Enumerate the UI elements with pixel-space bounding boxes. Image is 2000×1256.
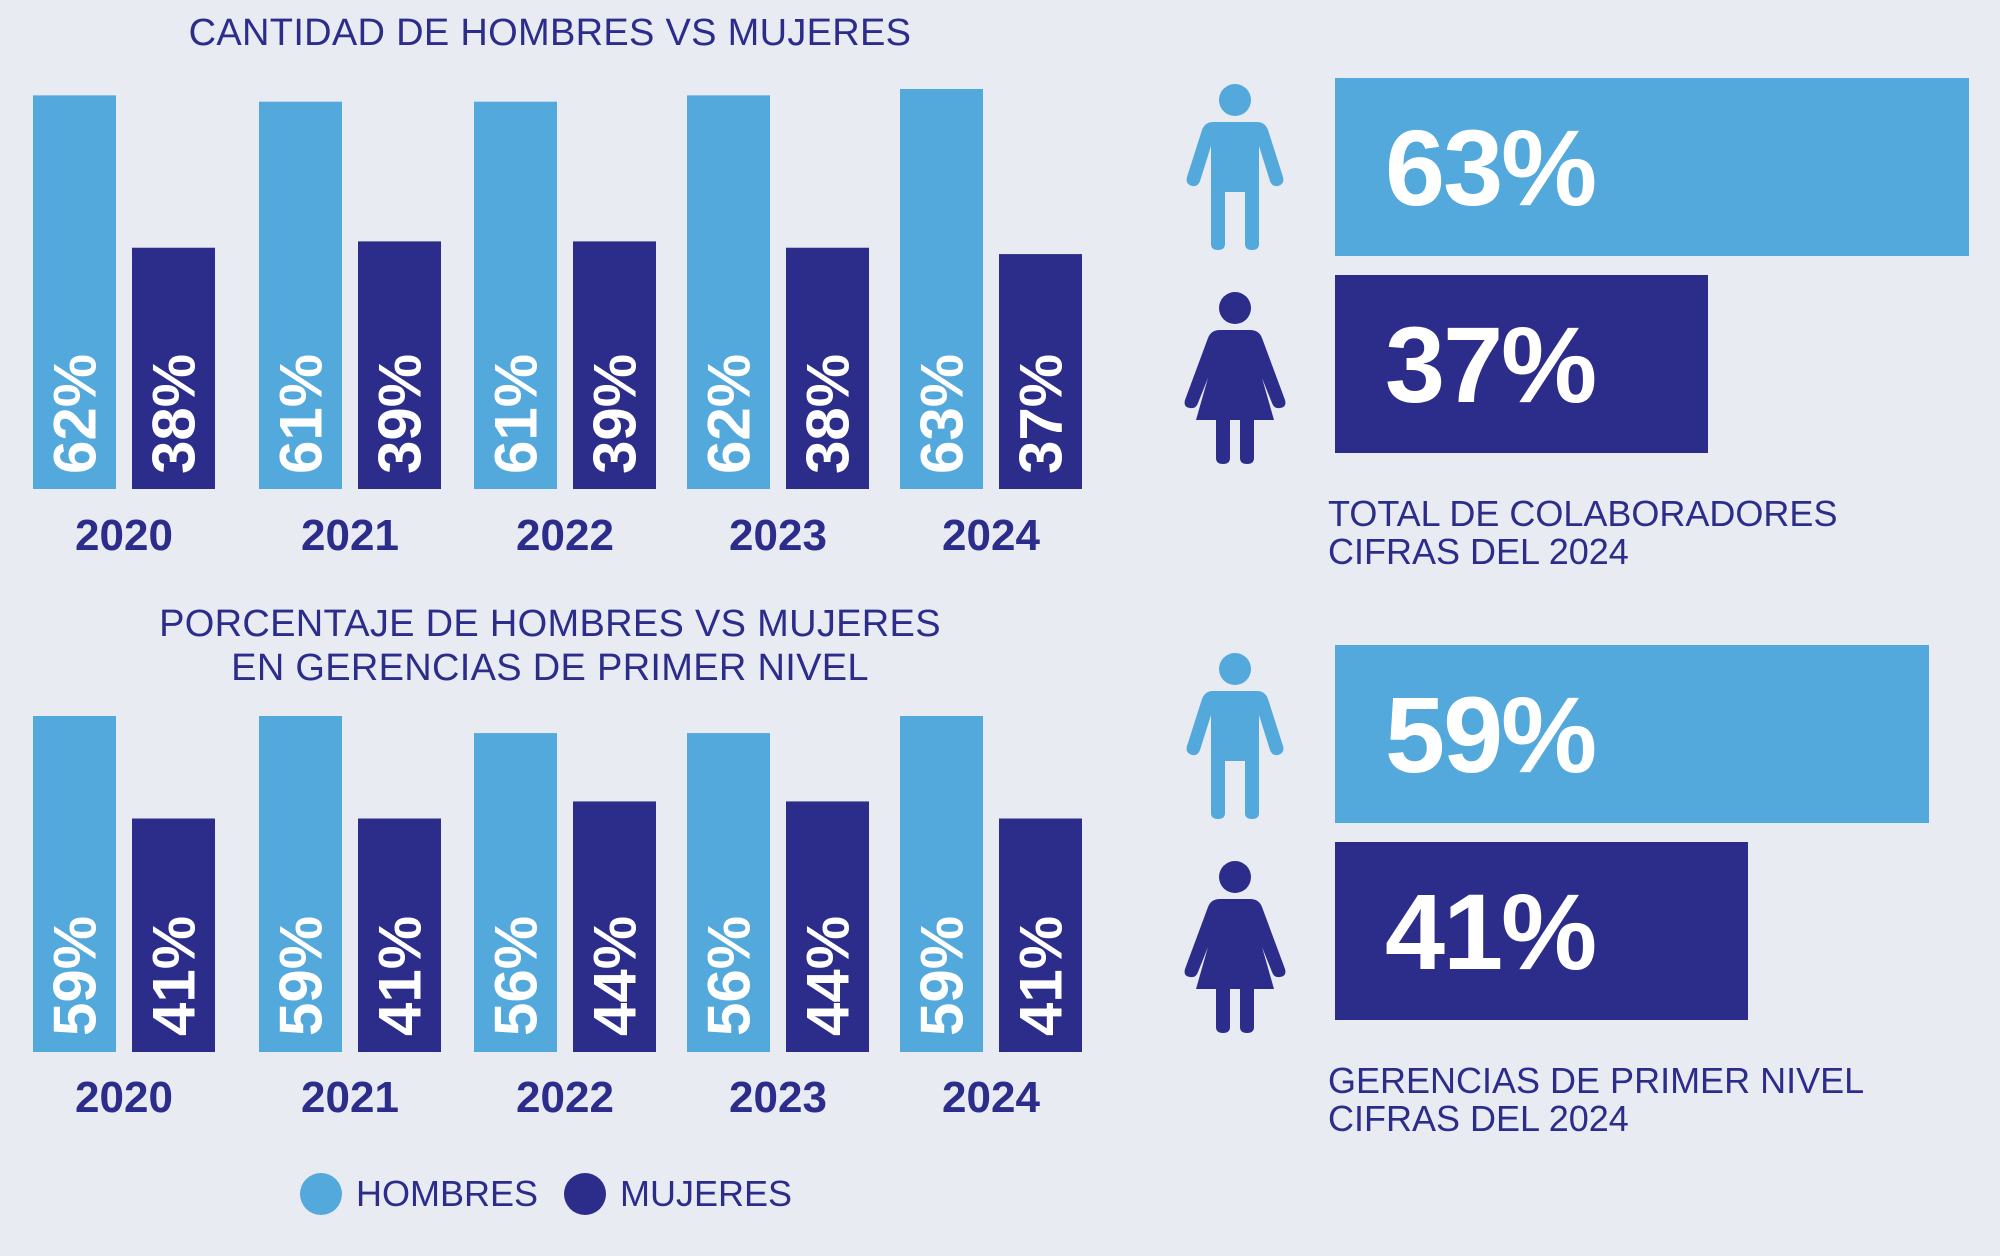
bar-label-women-2023: 44%: [795, 916, 862, 1036]
legend: HOMBRES MUJERES: [300, 1172, 800, 1216]
bar-women-2022: [573, 801, 656, 1052]
bar-label-women-2024: 37%: [1008, 354, 1075, 474]
management-men-bar: 59%: [1335, 645, 1929, 823]
bar-women-2020: [132, 818, 215, 1052]
bar-men-2023: [687, 733, 770, 1052]
woman-icon: [1184, 292, 1286, 464]
headcount-bar-chart: 62% 38% 2020 61% 39% 2021 61% 39% 2022 62% 38% 2023…: [33, 89, 1082, 560]
bar-men-2020: [33, 95, 116, 489]
year-label-2022: 2022: [516, 511, 614, 560]
bar-label-men-2020: 62%: [42, 354, 109, 474]
bar-women-2024: [999, 818, 1082, 1052]
bar-label-men-2024: 59%: [909, 916, 976, 1036]
legend-swatch-women: [564, 1173, 607, 1215]
woman-icon: [1184, 861, 1286, 1033]
management-men-value: 59%: [1385, 673, 1597, 795]
total-women-value: 37%: [1385, 303, 1597, 425]
total-men-bar: 63%: [1335, 78, 1969, 256]
bar-label-men-2022: 56%: [483, 916, 550, 1036]
bar-label-men-2024: 63%: [909, 354, 976, 474]
bar-men-2021: [259, 101, 342, 489]
year-label-2020: 2020: [75, 1073, 173, 1122]
bar-label-women-2021: 39%: [367, 354, 434, 474]
bar-label-men-2021: 59%: [268, 916, 335, 1036]
chart-title-headcount: CANTIDAD DE HOMBRES VS MUJERES: [0, 11, 1100, 55]
man-icon: [1186, 653, 1284, 819]
legend-item-women: MUJERES: [564, 1173, 792, 1215]
year-label-2021: 2021: [301, 1073, 399, 1122]
bar-women-2021: [358, 241, 441, 489]
legend-item-men: HOMBRES: [300, 1173, 538, 1215]
bar-men-2024: [900, 89, 983, 489]
bar-label-women-2022: 39%: [582, 354, 649, 474]
year-label-2020: 2020: [75, 511, 173, 560]
bar-men-2024: [900, 716, 983, 1052]
management-caption: GERENCIAS DE PRIMER NIVEL CIFRAS DEL 202…: [1328, 1062, 1864, 1138]
bar-men-2022: [474, 733, 557, 1052]
year-label-2024: 2024: [942, 1073, 1040, 1122]
year-label-2021: 2021: [301, 511, 399, 560]
bar-label-men-2023: 56%: [696, 916, 763, 1036]
management-caption-line2: CIFRAS DEL 2024: [1328, 1098, 1629, 1139]
bar-women-2022: [573, 241, 656, 489]
bar-label-women-2023: 38%: [795, 354, 862, 474]
chart-title-management-line2: EN GERENCIAS DE PRIMER NIVEL: [231, 647, 869, 689]
legend-label-men: HOMBRES: [356, 1173, 539, 1214]
management-bar-chart: 59% 41% 2020 59% 41% 2021 56% 44% 2022 56% 44% 2023…: [33, 716, 1082, 1122]
chart-title-management-line1: PORCENTAJE DE HOMBRES VS MUJERES: [159, 603, 941, 645]
bar-label-women-2020: 41%: [141, 916, 208, 1036]
bar-men-2021: [259, 716, 342, 1052]
chart-title-management: PORCENTAJE DE HOMBRES VS MUJERES EN GERE…: [0, 602, 1100, 690]
bar-women-2021: [358, 818, 441, 1052]
bar-men-2020: [33, 716, 116, 1052]
total-men-value: 63%: [1385, 106, 1597, 228]
bar-label-women-2020: 38%: [141, 354, 208, 474]
year-label-2024: 2024: [942, 511, 1040, 560]
bar-label-women-2024: 41%: [1008, 916, 1075, 1036]
bar-women-2020: [132, 247, 215, 489]
bar-men-2023: [687, 95, 770, 489]
bar-label-women-2022: 44%: [582, 916, 649, 1036]
total-caption-line1: TOTAL DE COLABORADORES: [1328, 493, 1838, 534]
management-women-value: 41%: [1385, 870, 1597, 992]
total-caption: TOTAL DE COLABORADORES CIFRAS DEL 2024: [1328, 495, 1837, 571]
bar-women-2023: [786, 801, 869, 1052]
total-caption-line2: CIFRAS DEL 2024: [1328, 531, 1629, 572]
bar-men-2022: [474, 101, 557, 489]
legend-swatch-men: [300, 1173, 342, 1215]
man-icon: [1186, 84, 1284, 250]
total-women-bar: 37%: [1335, 275, 1708, 453]
management-caption-line1: GERENCIAS DE PRIMER NIVEL: [1328, 1060, 1865, 1101]
management-women-bar: 41%: [1335, 842, 1748, 1020]
bar-label-men-2023: 62%: [696, 354, 763, 474]
chart-title-headcount-text: CANTIDAD DE HOMBRES VS MUJERES: [188, 12, 912, 54]
bar-label-men-2022: 61%: [483, 354, 550, 474]
bar-label-men-2020: 59%: [42, 916, 109, 1036]
year-label-2023: 2023: [729, 1073, 827, 1122]
bar-label-men-2021: 61%: [268, 354, 335, 474]
legend-label-women: MUJERES: [620, 1173, 793, 1214]
bar-women-2024: [999, 254, 1082, 489]
bar-women-2023: [786, 247, 869, 489]
year-label-2023: 2023: [729, 511, 827, 560]
year-label-2022: 2022: [516, 1073, 614, 1122]
bar-label-women-2021: 41%: [367, 916, 434, 1036]
